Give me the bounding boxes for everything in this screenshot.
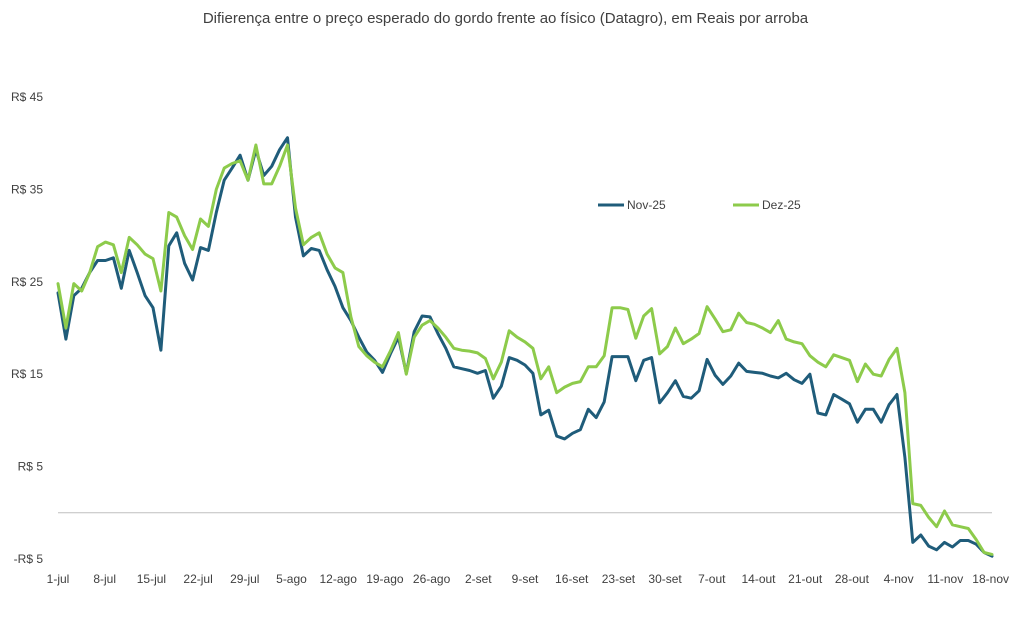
- x-tick-label: 23-set: [602, 572, 636, 586]
- x-tick-label: 19-ago: [366, 572, 404, 586]
- x-tick-label: 21-out: [788, 572, 823, 586]
- x-tick-label: 1-jul: [47, 572, 70, 586]
- y-tick-label: R$ 45: [11, 90, 43, 104]
- x-tick-label: 28-out: [835, 572, 870, 586]
- y-tick-label: R$ 35: [11, 182, 43, 196]
- legend: Nov-25 Dez-25: [598, 198, 801, 212]
- x-tick-label: 18-nov: [972, 572, 1009, 586]
- x-tick-label: 11-nov: [927, 572, 963, 586]
- x-axis: 1-jul 8-jul 15-jul 22-jul 29-jul 5-ago 12-ago 1…: [47, 572, 1009, 586]
- x-tick-label: 8-jul: [93, 572, 116, 586]
- y-axis: -R$ 5 R$ 5 R$ 15 R$ 25 R$ 35 R$ 45: [11, 90, 43, 566]
- y-tick-label: R$ 5: [18, 460, 44, 474]
- series-line-dez-25: [56, 143, 994, 556]
- x-tick-label: 26-ago: [413, 572, 451, 586]
- x-tick-label: 22-jul: [183, 572, 212, 586]
- x-tick-label: 12-ago: [320, 572, 358, 586]
- y-tick-label: -R$ 5: [14, 552, 44, 566]
- x-tick-label: 9-set: [512, 572, 539, 586]
- x-tick-label: 16-set: [555, 572, 589, 586]
- x-tick-label: 5-ago: [276, 572, 307, 586]
- x-tick-label: 14-out: [741, 572, 776, 586]
- legend-label-nov-25: Nov-25: [627, 198, 666, 212]
- series-line-nov-25: [56, 136, 994, 558]
- legend-label-dez-25: Dez-25: [762, 198, 801, 212]
- chart-title: Difierença entre o preço esperado do gor…: [202, 10, 809, 27]
- x-tick-label: 15-jul: [137, 572, 166, 586]
- x-tick-label: 7-out: [698, 572, 726, 586]
- series-layer: [56, 136, 994, 558]
- y-tick-label: R$ 25: [11, 275, 43, 289]
- x-tick-label: 2-set: [465, 572, 492, 586]
- x-tick-label: 29-jul: [230, 572, 259, 586]
- x-tick-label: 30-set: [648, 572, 682, 586]
- x-tick-label: 4-nov: [884, 572, 914, 586]
- y-tick-label: R$ 15: [11, 367, 43, 381]
